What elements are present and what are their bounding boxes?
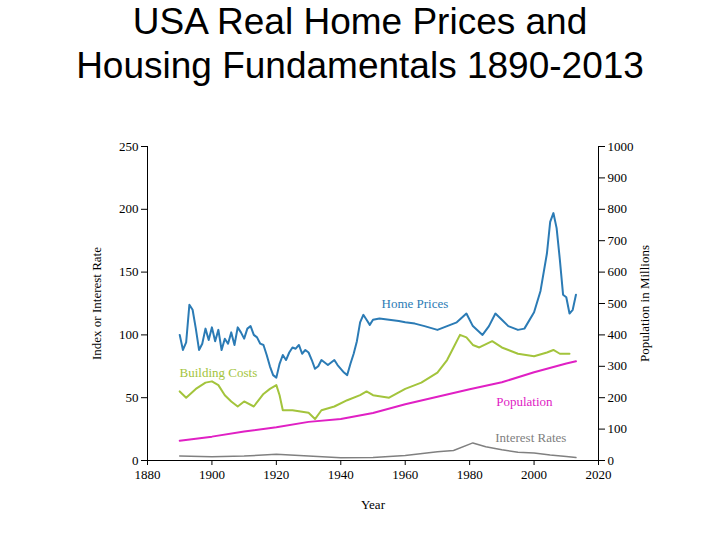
svg-text:100: 100 (119, 327, 139, 342)
svg-text:1900: 1900 (199, 467, 225, 482)
html-text:USA Real Home Prices and Housi: USA Real Home Prices and Housing Fundame… (76, 1, 644, 86)
svg-text:100: 100 (608, 421, 628, 436)
svg-text:900: 900 (608, 170, 628, 185)
svg-text:0: 0 (132, 453, 139, 468)
svg-text:1980: 1980 (457, 467, 483, 482)
svg-text:2000: 2000 (521, 467, 547, 482)
svg-text:2020: 2020 (586, 467, 612, 482)
svg-text:1920: 1920 (263, 467, 289, 482)
svg-text:400: 400 (608, 327, 628, 342)
svg-text:Population in Millions: Population in Millions (637, 245, 652, 362)
svg-text:500: 500 (608, 296, 628, 311)
svg-text:Home Prices: Home Prices (381, 296, 448, 311)
svg-text:Interest Rates: Interest Rates (495, 430, 566, 445)
svg-text:700: 700 (608, 233, 628, 248)
svg-text:0: 0 (608, 453, 615, 468)
svg-text:300: 300 (608, 358, 628, 373)
svg-text:Year: Year (361, 497, 386, 512)
svg-text:1000: 1000 (608, 139, 634, 154)
svg-text:Building Costs: Building Costs (180, 365, 258, 380)
svg-text:600: 600 (608, 264, 628, 279)
svg-text:50: 50 (126, 390, 139, 405)
svg-text:1940: 1940 (328, 467, 354, 482)
svg-text:1960: 1960 (392, 467, 418, 482)
svg-text:Population: Population (496, 394, 553, 409)
svg-text:200: 200 (608, 390, 628, 405)
svg-text:250: 250 (119, 139, 139, 154)
svg-text:Index or Interest Rate: Index or Interest Rate (89, 247, 104, 360)
svg-text:1880: 1880 (135, 467, 161, 482)
svg-text:800: 800 (608, 201, 628, 216)
svg-text:200: 200 (119, 201, 139, 216)
svg-text:150: 150 (119, 264, 139, 279)
